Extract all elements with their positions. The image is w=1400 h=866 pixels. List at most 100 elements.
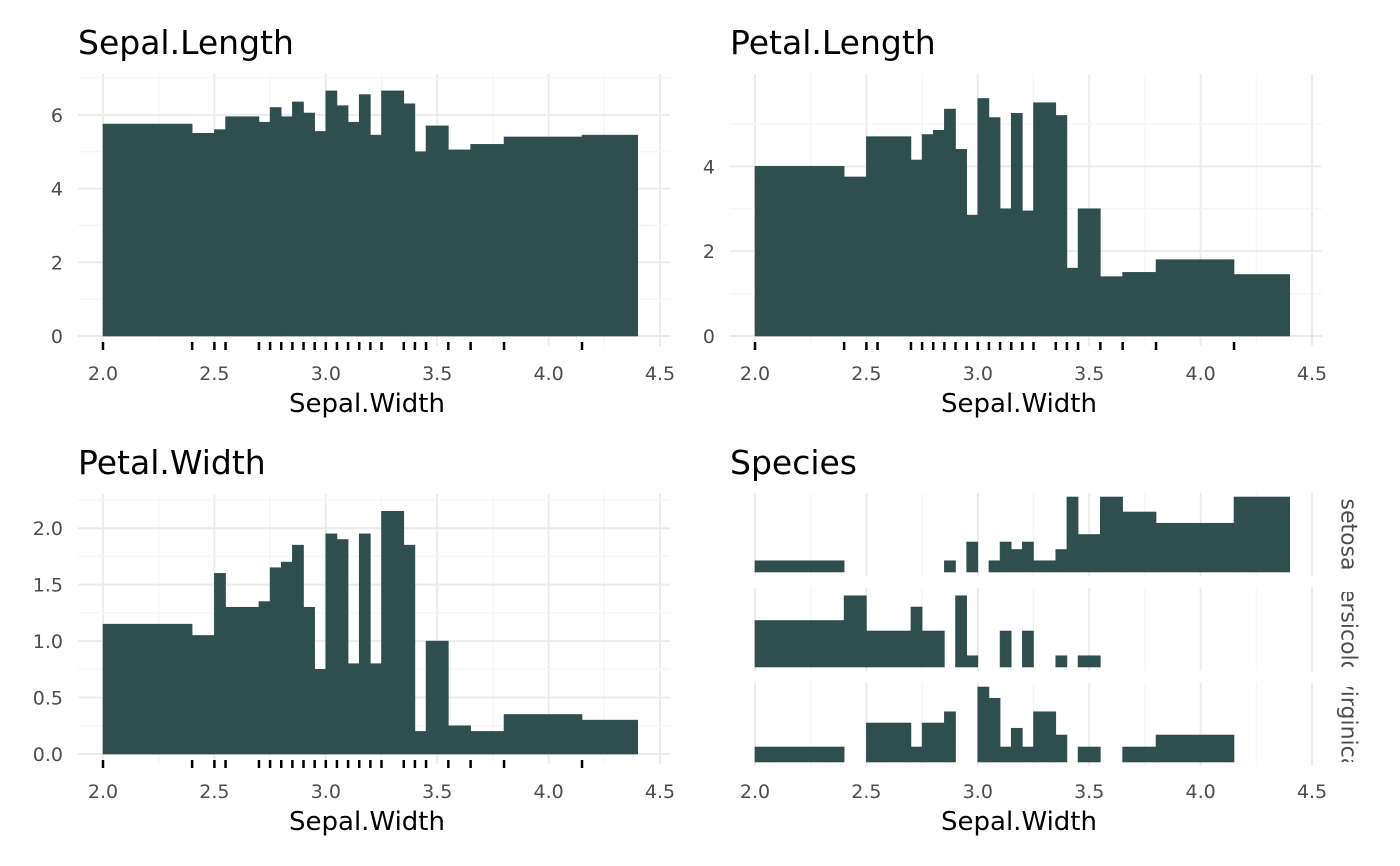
x-tick-label: 2.5 xyxy=(851,781,881,803)
facet-strip: versicolor xyxy=(1336,576,1361,684)
histogram-bar xyxy=(966,541,979,573)
histogram-bar xyxy=(225,606,260,755)
x-tick-label: 4.5 xyxy=(645,363,675,385)
histogram-bar xyxy=(866,136,878,337)
histogram-bar xyxy=(1055,549,1068,573)
histogram-bar xyxy=(988,697,1001,763)
histogram-bar xyxy=(1233,496,1291,573)
histogram-bar xyxy=(347,121,360,337)
histogram-bar xyxy=(225,116,260,337)
x-tick-label: 2.5 xyxy=(851,363,881,385)
x-tick-label: 2.0 xyxy=(740,781,770,803)
histogram-bar xyxy=(381,510,405,755)
y-tick-label: 0.5 xyxy=(33,688,63,710)
histogram-bar xyxy=(910,159,923,337)
histogram-bar xyxy=(944,108,956,337)
panel-title: Petal.Width xyxy=(78,443,266,482)
histogram-bar xyxy=(303,112,315,337)
y-tick-label: 4 xyxy=(51,179,63,201)
histogram-bar xyxy=(358,94,371,337)
histogram-bar xyxy=(1022,746,1034,763)
histogram-bar xyxy=(280,116,293,337)
histogram-bar xyxy=(425,125,449,337)
histogram-bar xyxy=(214,573,226,755)
histogram-bar xyxy=(999,746,1012,763)
histogram-bar xyxy=(955,149,967,337)
histogram-bar xyxy=(1055,115,1068,337)
y-tick-label: 1.5 xyxy=(33,575,63,597)
histogram-bar xyxy=(358,533,371,755)
histogram-bar xyxy=(921,134,934,337)
facet-strip-label: setosa xyxy=(1336,498,1361,570)
histogram-bar xyxy=(866,630,912,668)
facet-strip-label: versicolor xyxy=(1336,576,1361,684)
x-tick-label: 2.5 xyxy=(199,781,229,803)
histogram-bar xyxy=(877,136,912,337)
histogram-bar xyxy=(932,129,945,337)
histogram-bar xyxy=(403,103,416,337)
x-tick-label: 4.0 xyxy=(533,363,563,385)
histogram-bar xyxy=(1077,534,1101,573)
y-tick-label: 2 xyxy=(51,252,63,274)
histogram-bar xyxy=(1122,746,1157,763)
x-tick-label: 2.0 xyxy=(740,363,770,385)
facet-strip-label: virginica xyxy=(1336,678,1361,772)
y-tick-label: 0.0 xyxy=(33,744,63,766)
x-tick-label: 3.0 xyxy=(963,781,993,803)
histogram-bar xyxy=(1033,711,1057,763)
y-tick-label: 6 xyxy=(51,105,63,127)
histogram-bar xyxy=(258,121,271,337)
x-tick-label: 2.0 xyxy=(88,781,118,803)
histogram-bar xyxy=(1155,259,1235,337)
histogram-bar xyxy=(1155,522,1235,573)
x-tick-label: 4.0 xyxy=(1185,781,1215,803)
histogram-bar xyxy=(1122,272,1157,337)
histogram-bar xyxy=(1010,727,1023,763)
x-tick-label: 4.0 xyxy=(533,781,563,803)
histogram-bar xyxy=(325,533,338,755)
histogram-bar xyxy=(910,746,923,763)
histogram-bar xyxy=(921,722,945,763)
x-tick-label: 3.0 xyxy=(311,363,341,385)
facet-strip: setosa xyxy=(1336,498,1361,570)
histogram-bar xyxy=(314,131,327,337)
histogram-bar xyxy=(347,663,360,755)
panel-title: Sepal.Length xyxy=(78,23,294,62)
histogram-bar xyxy=(1033,102,1057,337)
panel-1: Sepal.Length 0 2 4 6 2.0 2.5 3.0 3.5 4.0 4.5 Sepal.… xyxy=(51,23,675,419)
x-tick-label: 4.5 xyxy=(1297,781,1327,803)
histogram-bar xyxy=(448,149,471,337)
histogram-bar xyxy=(999,208,1012,337)
y-tick-label: 4 xyxy=(703,156,715,178)
histogram-bar xyxy=(503,136,583,337)
histogram-bar xyxy=(102,623,193,755)
histogram-bar xyxy=(448,725,471,755)
x-tick-label: 4.0 xyxy=(1185,363,1215,385)
histogram-bar xyxy=(843,595,867,668)
y-tick-label: 0 xyxy=(51,326,63,348)
x-tick-label: 2.5 xyxy=(199,363,229,385)
histogram-bar xyxy=(292,544,304,755)
histogram-bar xyxy=(303,606,315,755)
histogram-bar xyxy=(414,731,427,755)
histogram-bar xyxy=(966,655,979,668)
panel-3: Petal.Width 0.0 0.5 1.0 1.5 2.0 2.0 2.5 3.0 3.5 4.… xyxy=(33,443,675,837)
x-tick-label: 3.5 xyxy=(1074,781,1104,803)
histogram-bar xyxy=(944,560,956,573)
histogram-bar xyxy=(977,98,990,337)
x-axis-label: Sepal.Width xyxy=(941,389,1097,419)
histogram-bar xyxy=(1100,496,1123,573)
histogram-bar xyxy=(1066,496,1079,573)
histogram-bar xyxy=(988,117,1001,337)
histogram-bar xyxy=(1055,655,1068,668)
histogram-bar xyxy=(1022,541,1034,573)
histogram-bar xyxy=(1122,511,1157,573)
histogram-bar xyxy=(754,560,845,573)
histogram-bar xyxy=(581,134,639,337)
y-tick-label: 2.0 xyxy=(33,518,63,540)
x-tick-label: 3.5 xyxy=(422,781,452,803)
histogram-bar xyxy=(336,539,349,755)
histogram-bar xyxy=(921,630,945,668)
